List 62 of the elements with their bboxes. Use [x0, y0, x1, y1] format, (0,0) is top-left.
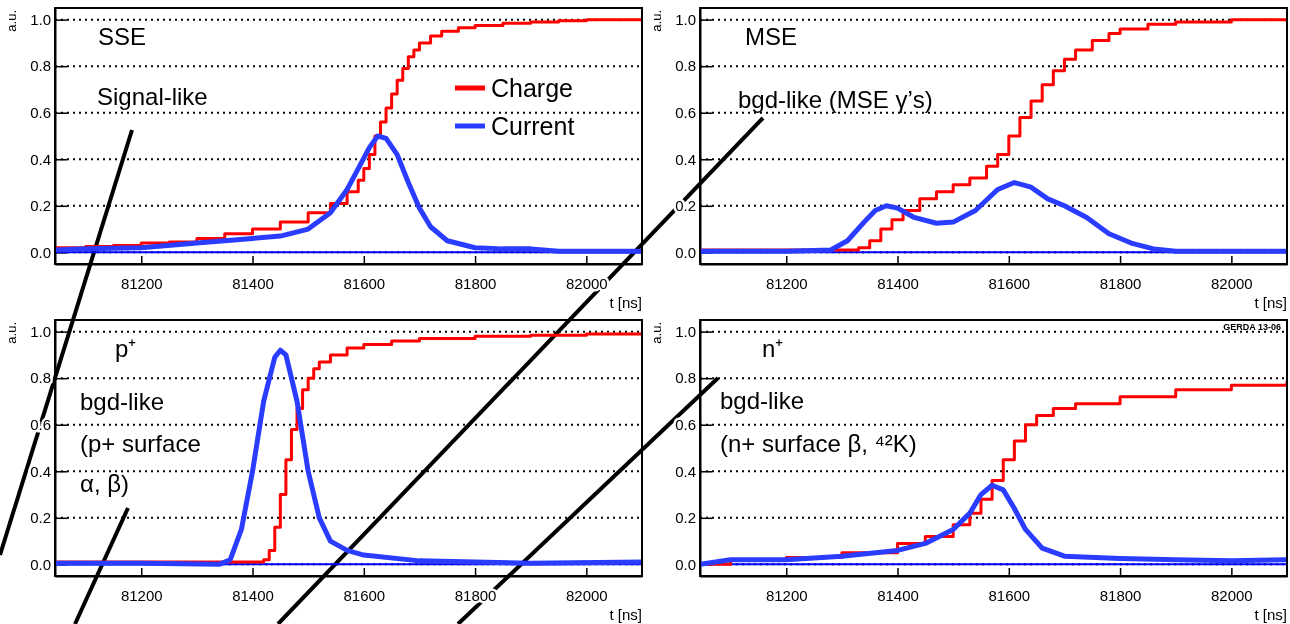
- annotation: α, β): [80, 470, 130, 497]
- text: MSE: [745, 23, 798, 50]
- annotation: Signal-like: [97, 83, 208, 110]
- legend-label: Charge: [491, 74, 573, 102]
- annotation: bgd-like (MSE γ’s): [738, 86, 933, 113]
- y-tick-label: 0.0: [30, 555, 51, 573]
- x-axis-title: t [ns]: [609, 606, 642, 623]
- x-axis-title: t [ns]: [609, 294, 642, 311]
- y-tick-label: 0.0: [675, 555, 696, 573]
- x-tick-label: 81200: [765, 586, 808, 604]
- x-tick-label: 81400: [232, 586, 274, 604]
- y-tick-label: 0.4: [675, 150, 696, 168]
- x-tick-label: 81600: [343, 274, 386, 292]
- x-tick-label: 81400: [877, 586, 919, 604]
- y-tick-label: 0.6: [30, 104, 51, 122]
- x-tick-label: 81400: [232, 274, 274, 292]
- x-tick-label: 81400: [877, 274, 919, 292]
- y-axis-title: a.u.: [4, 322, 19, 344]
- y-tick-label: 1.0: [30, 322, 51, 340]
- y-tick-label: 1.0: [30, 10, 51, 28]
- y-tick-label: 0.4: [675, 462, 696, 480]
- y-tick-label: 1.0: [675, 10, 696, 28]
- y-tick-label: 0.2: [30, 509, 51, 527]
- x-tick-label: 81800: [1099, 586, 1142, 604]
- x-tick-label: 82000: [1211, 586, 1253, 604]
- annotation: bgd-like: [720, 387, 805, 414]
- y-tick-label: 0.8: [675, 369, 696, 387]
- annotation: GERDA 13-06: [1223, 322, 1281, 332]
- annotation: (p+ surface: [80, 430, 201, 457]
- y-axis-title: a.u.: [649, 322, 664, 344]
- legend-label: Current: [491, 112, 575, 140]
- x-tick-label: 81200: [120, 586, 163, 604]
- x-tick-label: 82000: [1211, 274, 1253, 292]
- annotation: bgd-like: [80, 388, 165, 415]
- x-tick-label: 81800: [454, 274, 497, 292]
- y-axis-title: a.u.: [649, 10, 664, 32]
- x-tick-label: 81200: [765, 274, 808, 292]
- x-tick-label: 81200: [120, 274, 163, 292]
- y-tick-label: 0.4: [30, 150, 51, 168]
- y-tick-label: 0.6: [675, 416, 696, 434]
- y-tick-label: 0.6: [675, 104, 696, 122]
- y-tick-label: 0.8: [30, 57, 51, 75]
- x-tick-label: 81600: [988, 274, 1031, 292]
- y-tick-label: 0.4: [30, 462, 51, 480]
- x-axis-title: t [ns]: [1254, 294, 1287, 311]
- y-tick-label: 0.8: [675, 57, 696, 75]
- y-tick-label: 0.8: [30, 369, 51, 387]
- y-tick-label: 0.0: [30, 243, 51, 261]
- text: p⁺: [115, 335, 137, 362]
- y-tick-label: 1.0: [675, 322, 696, 340]
- text: n⁺: [762, 335, 784, 362]
- x-tick-label: 81800: [1099, 274, 1142, 292]
- y-tick-label: 0.2: [30, 197, 51, 215]
- annotation: (n+ surface β, ⁴²K): [720, 430, 917, 457]
- y-axis-title: a.u.: [4, 10, 19, 32]
- y-tick-label: 0.2: [675, 509, 696, 527]
- x-tick-label: 81600: [343, 586, 386, 604]
- x-tick-label: 81600: [988, 586, 1031, 604]
- y-tick-label: 0.0: [675, 243, 696, 261]
- x-axis-title: t [ns]: [1254, 606, 1287, 623]
- text: SSE: [98, 23, 147, 50]
- x-tick-label: 82000: [566, 586, 608, 604]
